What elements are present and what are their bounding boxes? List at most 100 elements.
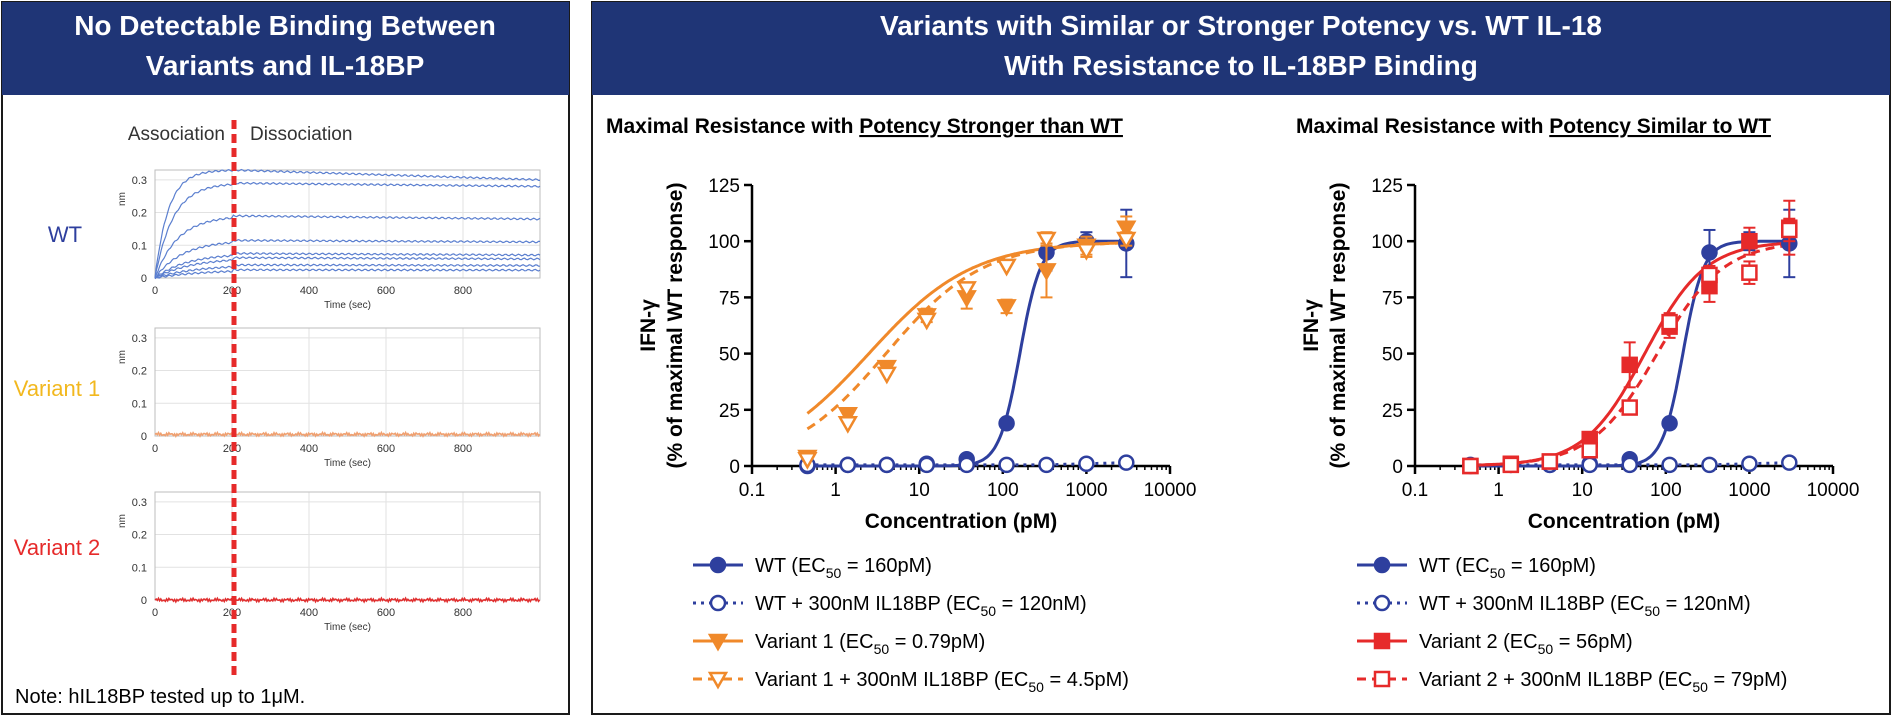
sensor-trace xyxy=(154,596,541,604)
sensor-x-axis-label: Time (sec) xyxy=(324,458,371,469)
legend-ec-value: = 0.79pM) xyxy=(889,631,985,653)
dose-response-chart-stronger: Maximal Resistance with Potency Stronger… xyxy=(606,115,1196,695)
y-tick-label: 50 xyxy=(1382,345,1403,366)
sensor-y-tick-label: 0 xyxy=(141,431,147,443)
data-point-triangle xyxy=(876,366,897,385)
sensor-trace xyxy=(154,238,540,279)
note-text: Note: hIL18BP tested up to 1μM. xyxy=(15,686,305,708)
y-tick-label: 50 xyxy=(719,345,740,366)
data-point-triangle xyxy=(1076,242,1097,261)
sensor-x-tick-label: 400 xyxy=(300,443,318,455)
fit-curve xyxy=(1470,461,1789,467)
legend-ec-subscript: 50 xyxy=(874,641,890,657)
legend-label: WT + 300nM IL18BP (EC50 = 120nM) xyxy=(1419,593,1751,619)
legend-ec-value: = 56pM) xyxy=(1553,631,1632,653)
sensor-x-tick-label: 0 xyxy=(152,443,158,455)
data-point-triangle xyxy=(996,299,1017,317)
sensor-trace xyxy=(154,268,541,279)
legend-ec-prefix: (EC xyxy=(946,593,980,615)
sensor-trace xyxy=(154,214,541,278)
sensor-y-tick-label: 0.2 xyxy=(132,208,147,220)
row-label-variant1: Variant 1 xyxy=(14,376,100,401)
data-point-circle xyxy=(1661,415,1678,432)
x-tick-label: 10 xyxy=(909,480,930,501)
legend-series-name: Variant 2 xyxy=(1419,631,1503,653)
data-point-triangle xyxy=(707,671,729,690)
y-tick-label: 75 xyxy=(1382,288,1403,309)
legend-ec-prefix: (EC xyxy=(1455,555,1489,577)
data-point-circle xyxy=(998,456,1015,474)
sensor-y-tick-label: 0.3 xyxy=(132,175,147,187)
sensor-y-tick-label: 0.3 xyxy=(132,497,147,509)
sensor-trace xyxy=(154,181,541,278)
y-tick-label: 125 xyxy=(1371,176,1403,197)
sensor-y-tick-label: 0.1 xyxy=(132,398,147,410)
x-tick-label: 10 xyxy=(1572,480,1593,501)
data-point-circle xyxy=(1701,244,1718,261)
sensor-x-tick-label: 600 xyxy=(377,607,395,619)
x-axis-label: Concentration (pM) xyxy=(865,510,1057,533)
sensor-trace xyxy=(154,252,541,280)
sensor-y-tick-label: 0.1 xyxy=(132,240,147,252)
data-point-circle xyxy=(1118,454,1135,471)
data-point-triangle xyxy=(916,312,937,331)
sensor-x-tick-label: 800 xyxy=(454,443,472,455)
legend-ec-subscript: 50 xyxy=(1538,641,1554,657)
data-point-triangle xyxy=(1036,263,1057,281)
x-tick-label: 0.1 xyxy=(739,480,765,501)
legend-series-name: WT + 300nM IL18BP xyxy=(755,593,946,615)
legend-ec-subscript: 50 xyxy=(1692,679,1708,695)
x-axis-label: Concentration (pM) xyxy=(1528,510,1720,533)
chart-title: Maximal Resistance with Potency Similar … xyxy=(1296,115,1771,138)
left-panel-frame xyxy=(1,1,570,715)
data-point-square xyxy=(1541,453,1559,470)
chart-title-underlined: Potency Stronger than WT xyxy=(859,115,1123,138)
sensor-y-axis-label: nm xyxy=(117,350,128,364)
legend-ec-subscript: 50 xyxy=(1490,565,1506,581)
data-point-triangle xyxy=(837,407,858,425)
legend-ec-prefix: (EC xyxy=(1503,631,1537,653)
legend-label: WT (EC50 = 160pM) xyxy=(1419,555,1596,581)
legend-ec-value: = 120nM) xyxy=(1660,593,1751,615)
right-panel-header xyxy=(592,2,1890,95)
data-point-square xyxy=(1741,232,1758,250)
data-point-triangle xyxy=(1036,231,1057,250)
row-label-variant2: Variant 2 xyxy=(14,535,100,560)
sensor-x-tick-label: 800 xyxy=(454,607,472,619)
legend-ec-prefix: (EC xyxy=(791,555,825,577)
y-axis-label-line1: IFN-γ xyxy=(637,299,660,352)
phase-dissociation-label: Dissociation xyxy=(250,124,352,145)
x-tick-label: 10000 xyxy=(1807,480,1860,501)
right-panel-frame xyxy=(591,1,1891,715)
sensor-trace xyxy=(154,430,541,438)
data-point-circle xyxy=(1581,456,1598,474)
x-tick-label: 10000 xyxy=(1144,480,1197,501)
data-point-circle xyxy=(1038,456,1055,474)
sensor-x-tick-label: 0 xyxy=(152,285,158,297)
legend-series-name: Variant 1 xyxy=(755,631,839,653)
sensor-plot-frame xyxy=(154,169,541,279)
y-tick-label: 0 xyxy=(729,457,740,478)
sensor-x-axis-label: Time (sec) xyxy=(324,622,371,633)
data-point-triangle xyxy=(707,633,729,652)
right-header-line2: With Resistance to IL-18BP Binding xyxy=(1004,50,1478,81)
x-tick-label: 1000 xyxy=(1728,480,1770,501)
sensor-y-tick-label: 0 xyxy=(141,595,147,607)
legend-label: Variant 2 + 300nM IL18BP (EC50 = 79pM) xyxy=(1419,669,1787,695)
left-header-line2: Variants and IL-18BP xyxy=(146,50,425,81)
legend-series-name: WT + 300nM IL18BP xyxy=(1419,593,1610,615)
data-point-triangle xyxy=(996,258,1017,277)
y-axis-label-line2: (% of maximal WT response) xyxy=(1327,183,1350,469)
legend-ec-value: = 120nM) xyxy=(996,593,1087,615)
sensor-x-tick-label: 600 xyxy=(377,285,395,297)
x-tick-label: 100 xyxy=(1650,480,1682,501)
x-tick-label: 1 xyxy=(830,480,841,501)
data-point-square xyxy=(1621,399,1638,416)
sensor-x-tick-label: 0 xyxy=(152,607,158,619)
data-point-circle xyxy=(709,556,727,574)
sensor-y-tick-label: 0.2 xyxy=(132,366,147,378)
x-tick-label: 0.1 xyxy=(1402,480,1428,501)
